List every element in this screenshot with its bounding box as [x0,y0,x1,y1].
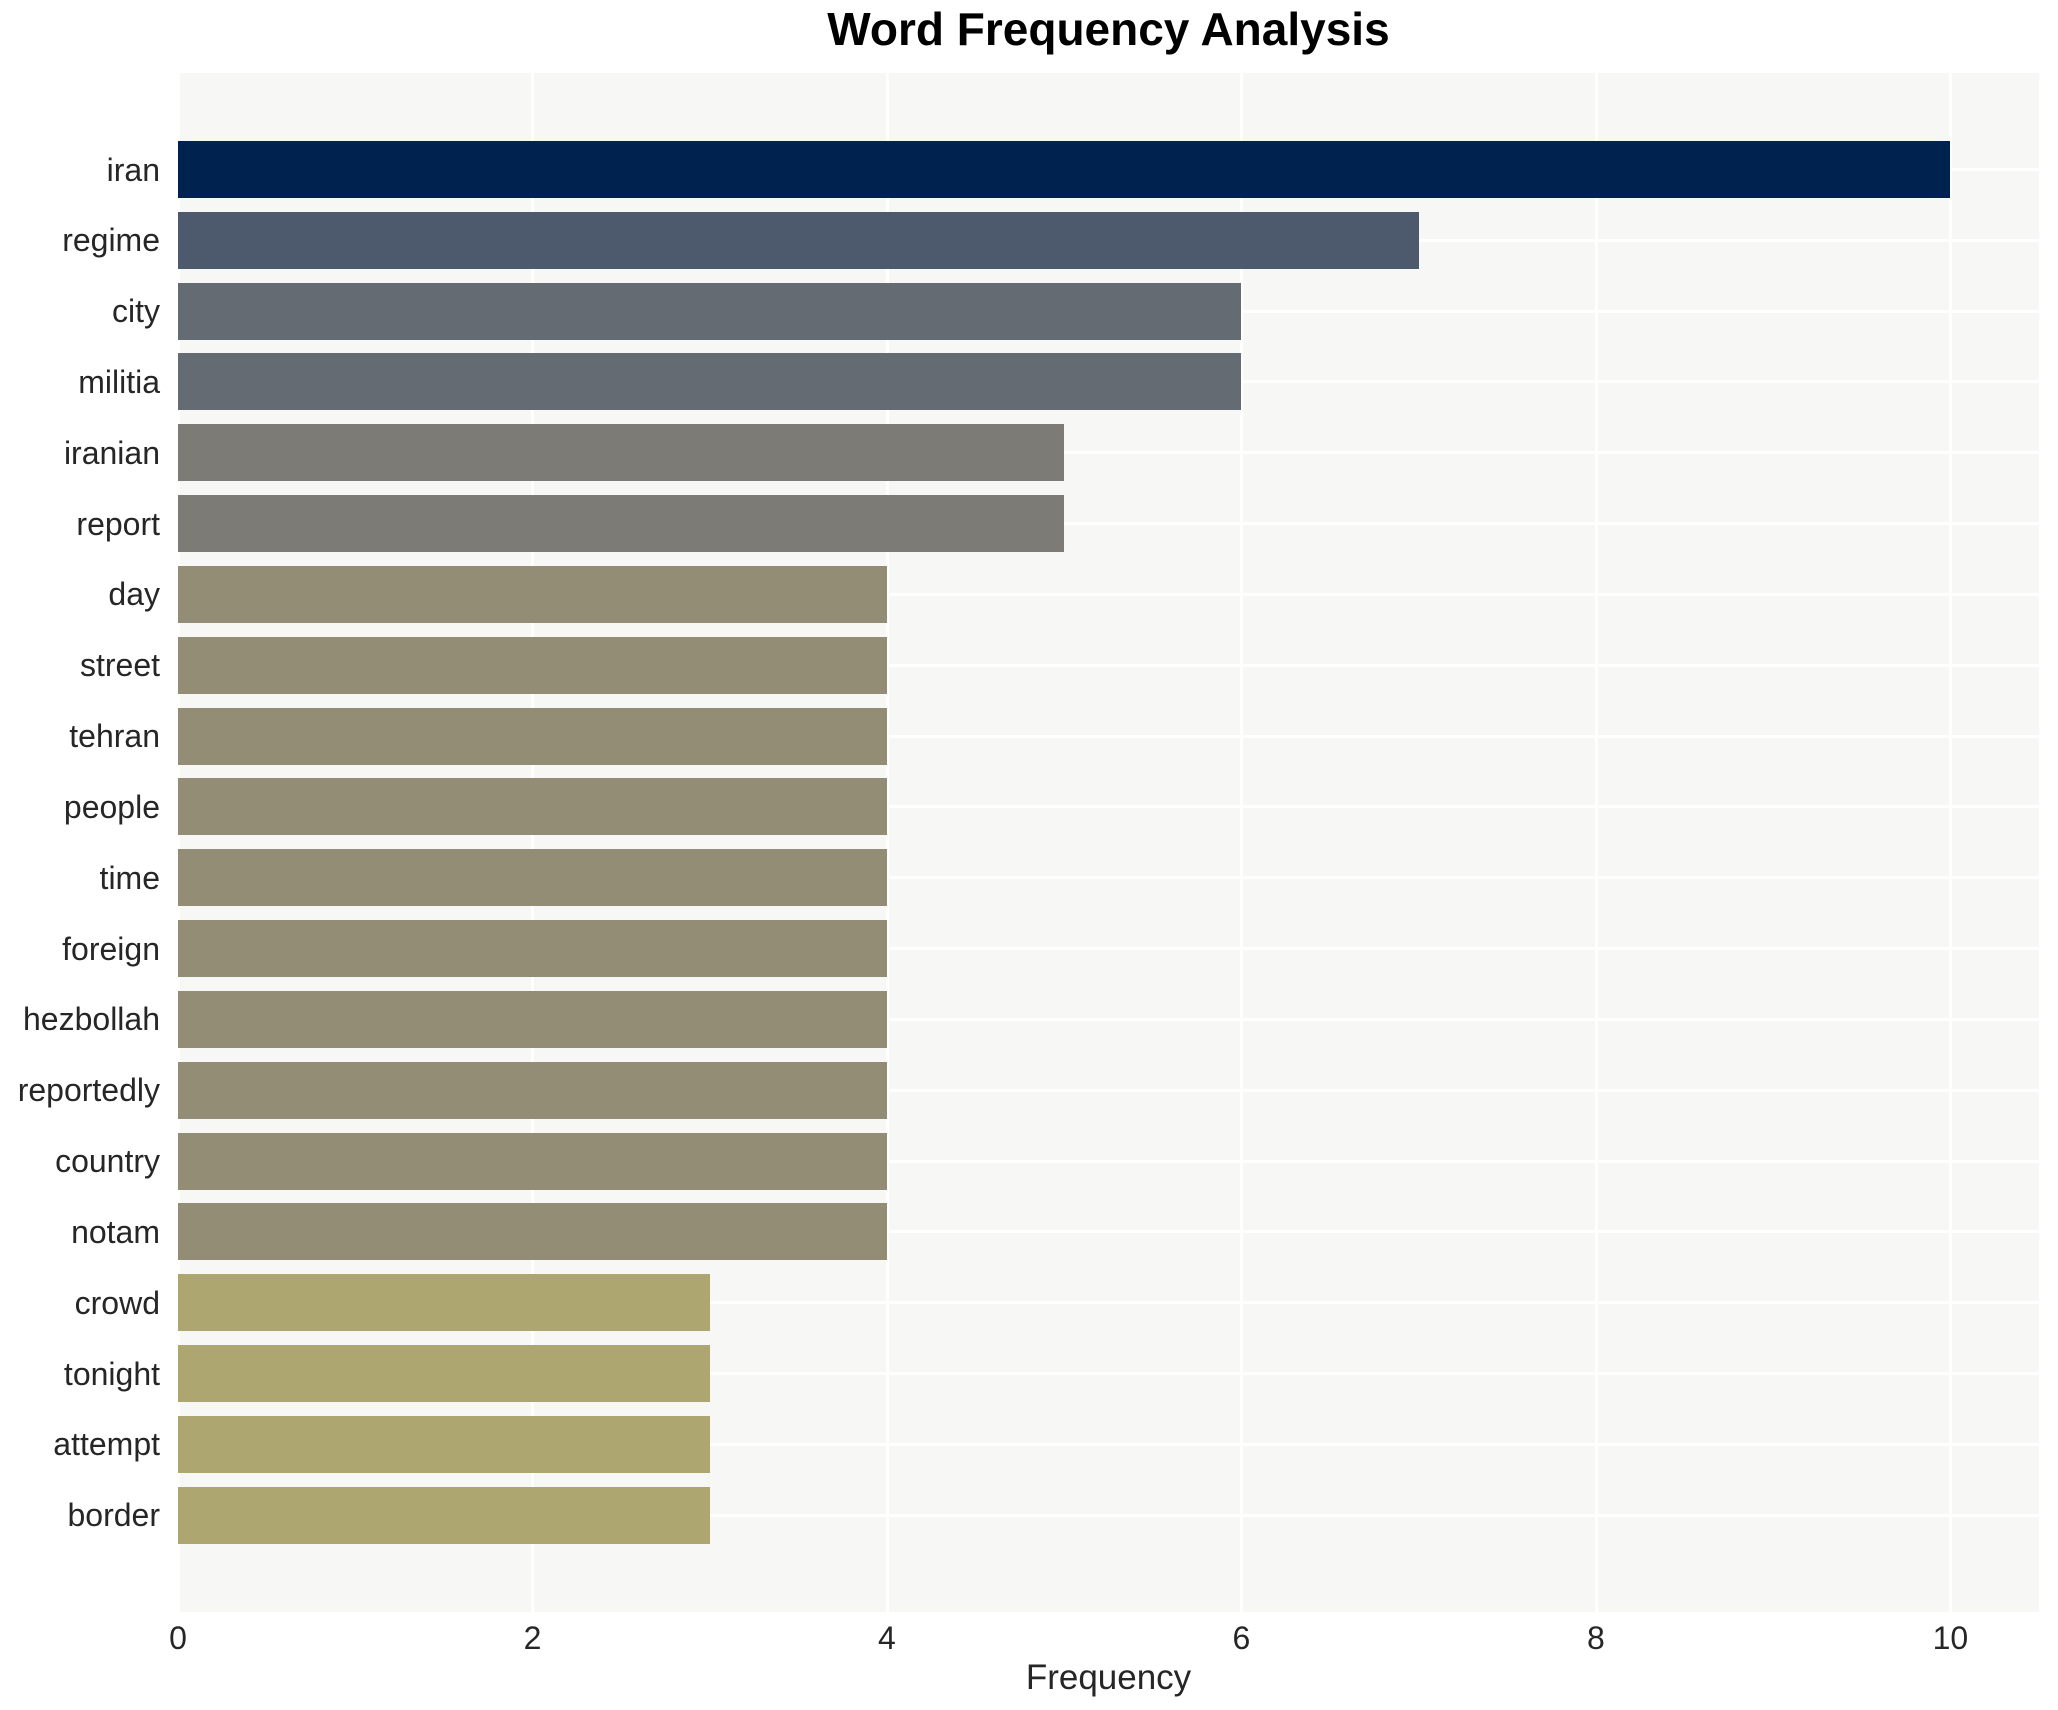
gridline-y-attempt [178,1442,2039,1446]
x-tick-label-8: 8 [1586,1620,1605,1656]
category-label-iran: iran [106,151,160,188]
category-label-time: time [99,859,160,896]
gridline-y-report [178,522,2039,526]
gridline-y-hezbollah [178,1017,2039,1021]
bar-people [178,778,887,836]
gridline-x-2 [531,73,535,1612]
gridline-y-country [178,1159,2039,1163]
bar-hezbollah [178,990,887,1048]
gridline-x-0 [177,73,180,1612]
bar-street [178,636,887,694]
bar-tonight [178,1345,710,1403]
bar-time [178,849,887,907]
bar-city [178,282,1242,340]
bar-country [178,1132,887,1190]
category-label-notam: notam [71,1213,160,1250]
x-tick-label-4: 4 [878,1620,896,1656]
gridline-x-4 [885,73,889,1612]
gridline-y-crowd [178,1301,2039,1305]
gridline-x-6 [1240,73,1244,1612]
bar-iran [178,141,1951,198]
category-label-hezbollah: hezbollah [23,1001,160,1038]
category-label-country: country [55,1143,160,1180]
gridline-x-10 [1949,73,1953,1612]
bar-report [178,495,1065,553]
gridline-y-street [178,663,2039,667]
category-label-iranian: iranian [63,434,160,471]
category-label-crowd: crowd [74,1284,160,1321]
gridline-y-iranian [178,451,2039,455]
bar-border [178,1486,710,1544]
plot-area [177,73,2039,1612]
category-label-report: report [76,505,160,542]
bar-attempt [178,1415,710,1473]
bar-tehran [178,707,887,765]
category-label-border: border [67,1497,161,1534]
bar-militia [178,353,1242,411]
gridline-y-day [178,592,2039,596]
bar-notam [178,1203,887,1261]
x-tick-label-0: 0 [169,1620,187,1656]
category-label-tonight: tonight [63,1355,160,1392]
category-label-reportedly: reportedly [17,1072,160,1109]
gridline-y-notam [178,1230,2039,1234]
gridline-y-tehran [178,734,2039,738]
x-tick-label-2: 2 [523,1620,542,1656]
gridline-y-people [178,805,2039,809]
bar-foreign [178,920,887,978]
gridline-y-tonight [178,1372,2039,1376]
category-label-street: street [79,647,160,684]
x-tick-label-6: 6 [1232,1620,1251,1656]
category-label-militia: militia [78,363,160,400]
bar-iranian [178,424,1065,482]
gridline-y-foreign [178,947,2039,951]
bar-regime [178,211,1419,269]
category-label-attempt: attempt [53,1426,160,1463]
bar-crowd [178,1274,710,1332]
gridline-y-border [178,1513,2039,1517]
bar-day [178,565,887,623]
category-label-tehran: tehran [69,718,160,755]
category-label-foreign: foreign [62,930,160,967]
category-label-day: day [108,576,160,613]
gridline-x-8 [1594,73,1598,1612]
gridline-y-time [178,876,2039,880]
bar-reportedly [178,1061,887,1119]
gridline-y-reportedly [178,1088,2039,1092]
x-axis-label: Frequency [1025,1658,1192,1697]
chart-title: Word Frequency Analysis [827,3,1390,55]
category-label-city: city [112,293,160,330]
x-tick-label-10: 10 [1932,1620,1969,1656]
category-label-regime: regime [62,222,160,259]
category-label-people: people [63,788,160,825]
